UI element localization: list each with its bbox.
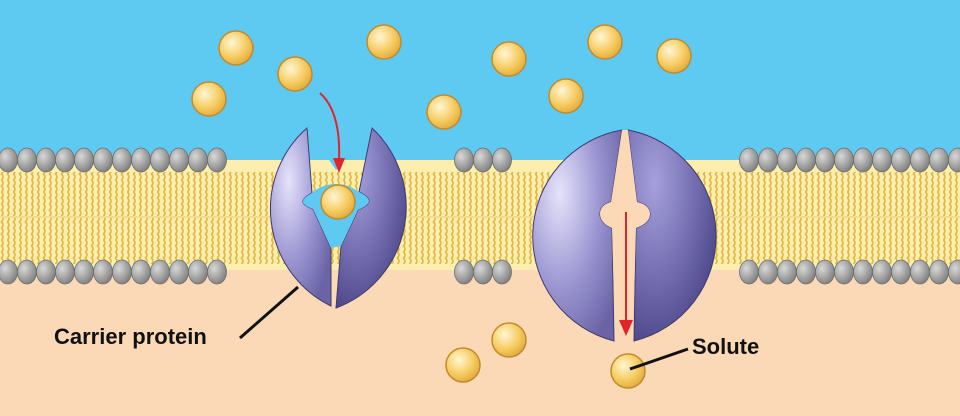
solute-molecule	[426, 94, 462, 130]
lipid-head	[17, 147, 37, 173]
lipid-head	[0, 147, 18, 173]
solute-molecule	[366, 24, 402, 60]
lipid-head	[910, 147, 930, 173]
lipid-head	[853, 259, 873, 285]
lipid-head	[93, 259, 113, 285]
lipid-head	[929, 259, 949, 285]
transport-arrows	[319, 92, 633, 336]
lipid-head	[492, 259, 512, 285]
lipid-tails-upper	[0, 172, 960, 216]
lipid-head	[834, 147, 854, 173]
solute-molecule	[277, 56, 313, 92]
lipid-head	[739, 259, 759, 285]
lipid-head	[454, 259, 474, 285]
lipid-head	[169, 259, 189, 285]
solute-molecule	[218, 30, 254, 66]
lipid-heads-outer	[0, 147, 960, 173]
lipid-head	[0, 259, 18, 285]
lipid-head	[131, 147, 151, 173]
lipid-head	[739, 147, 759, 173]
lipid-head	[872, 147, 892, 173]
lipid-head	[796, 147, 816, 173]
solute-molecule	[191, 81, 227, 117]
lipid-head	[492, 147, 512, 173]
lipid-head	[36, 259, 56, 285]
lipid-head	[150, 147, 170, 173]
carrier-protein-leader-line	[239, 285, 299, 340]
lipid-head	[815, 259, 835, 285]
lipid-head	[207, 147, 227, 173]
solute-molecule	[491, 322, 527, 358]
lipid-head	[948, 259, 960, 285]
lipid-head	[796, 259, 816, 285]
lipid-head	[131, 259, 151, 285]
cytoplasm-space	[0, 270, 960, 416]
lipid-head	[17, 259, 37, 285]
carrier-protein-left	[269, 126, 407, 309]
lipid-tails-lower	[0, 218, 960, 264]
lipid-head	[74, 259, 94, 285]
lipid-head	[872, 259, 892, 285]
lipid-head	[777, 259, 797, 285]
lipid-head	[36, 147, 56, 173]
solute-molecule	[587, 24, 623, 60]
arrow-into-carrier	[319, 92, 341, 161]
solute-molecule	[548, 78, 584, 114]
lipid-head	[834, 259, 854, 285]
solute-leader-line	[629, 347, 689, 371]
lipid-head	[207, 259, 227, 285]
lipid-head	[169, 147, 189, 173]
lipid-head	[55, 147, 75, 173]
lipid-head	[910, 259, 930, 285]
lipid-head	[55, 259, 75, 285]
solute-molecule-bound	[320, 184, 356, 220]
lipid-head	[815, 147, 835, 173]
solute-label: Solute	[692, 334, 760, 359]
lipid-head	[853, 147, 873, 173]
lipid-head	[454, 147, 474, 173]
carrier-protein-label: Carrier protein	[54, 324, 207, 349]
extracellular-space	[0, 0, 960, 160]
lipid-head	[891, 259, 911, 285]
lipid-head	[93, 147, 113, 173]
lipid-heads-inner	[0, 259, 960, 285]
lipid-head	[188, 147, 208, 173]
lipid-head	[150, 259, 170, 285]
lipid-head	[112, 147, 132, 173]
lipid-head	[948, 147, 960, 173]
lipid-head	[473, 147, 493, 173]
lipid-head	[929, 147, 949, 173]
lipid-head	[188, 259, 208, 285]
lipid-head	[758, 147, 778, 173]
solute-molecules	[191, 24, 692, 389]
solute-molecule-released	[610, 353, 646, 389]
lipid-head	[112, 259, 132, 285]
solute-molecule	[491, 41, 527, 77]
lipid-head	[74, 147, 94, 173]
lipid-head	[777, 147, 797, 173]
solute-molecule	[445, 347, 481, 383]
solute-molecule	[656, 38, 692, 74]
lipid-head	[891, 147, 911, 173]
lipid-head	[473, 259, 493, 285]
lipid-head	[758, 259, 778, 285]
